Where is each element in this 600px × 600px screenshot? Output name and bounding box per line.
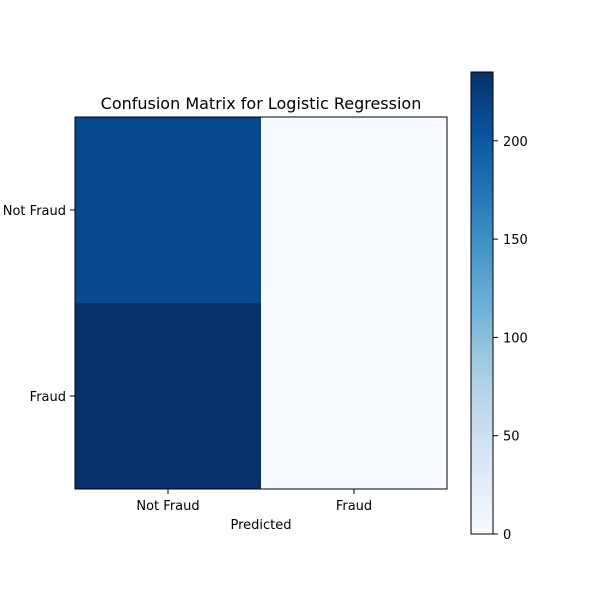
y-tick-label: Fraud	[30, 390, 66, 405]
matrix-cell	[75, 303, 262, 490]
matrix-cell	[75, 117, 262, 304]
colorbar-tick-label: 0	[503, 528, 511, 543]
x-tick-label: Fraud	[336, 499, 372, 514]
colorbar-tick-label: 50	[503, 430, 520, 445]
matrix-cell	[261, 303, 448, 490]
colorbar-tick-label: 200	[503, 135, 528, 150]
matrix-cells	[75, 117, 448, 490]
matrix-cell	[261, 117, 448, 304]
colorbar-tick-label: 150	[503, 233, 528, 248]
chart-title: Confusion Matrix for Logistic Regression	[101, 94, 422, 113]
colorbar-tick-label: 100	[503, 331, 528, 346]
y-axis-ticks: Not Fraud Fraud	[3, 204, 75, 405]
colorbar	[470, 71, 494, 535]
plot-frame	[74, 116, 448, 490]
y-tick-label: Not Fraud	[3, 204, 66, 219]
x-tick-label: Not Fraud	[136, 499, 199, 514]
x-axis-ticks: Not Fraud Fraud	[136, 489, 372, 514]
colorbar-ticks: 0 50 100 150 200	[493, 135, 528, 543]
x-axis-label: Predicted	[230, 518, 291, 533]
